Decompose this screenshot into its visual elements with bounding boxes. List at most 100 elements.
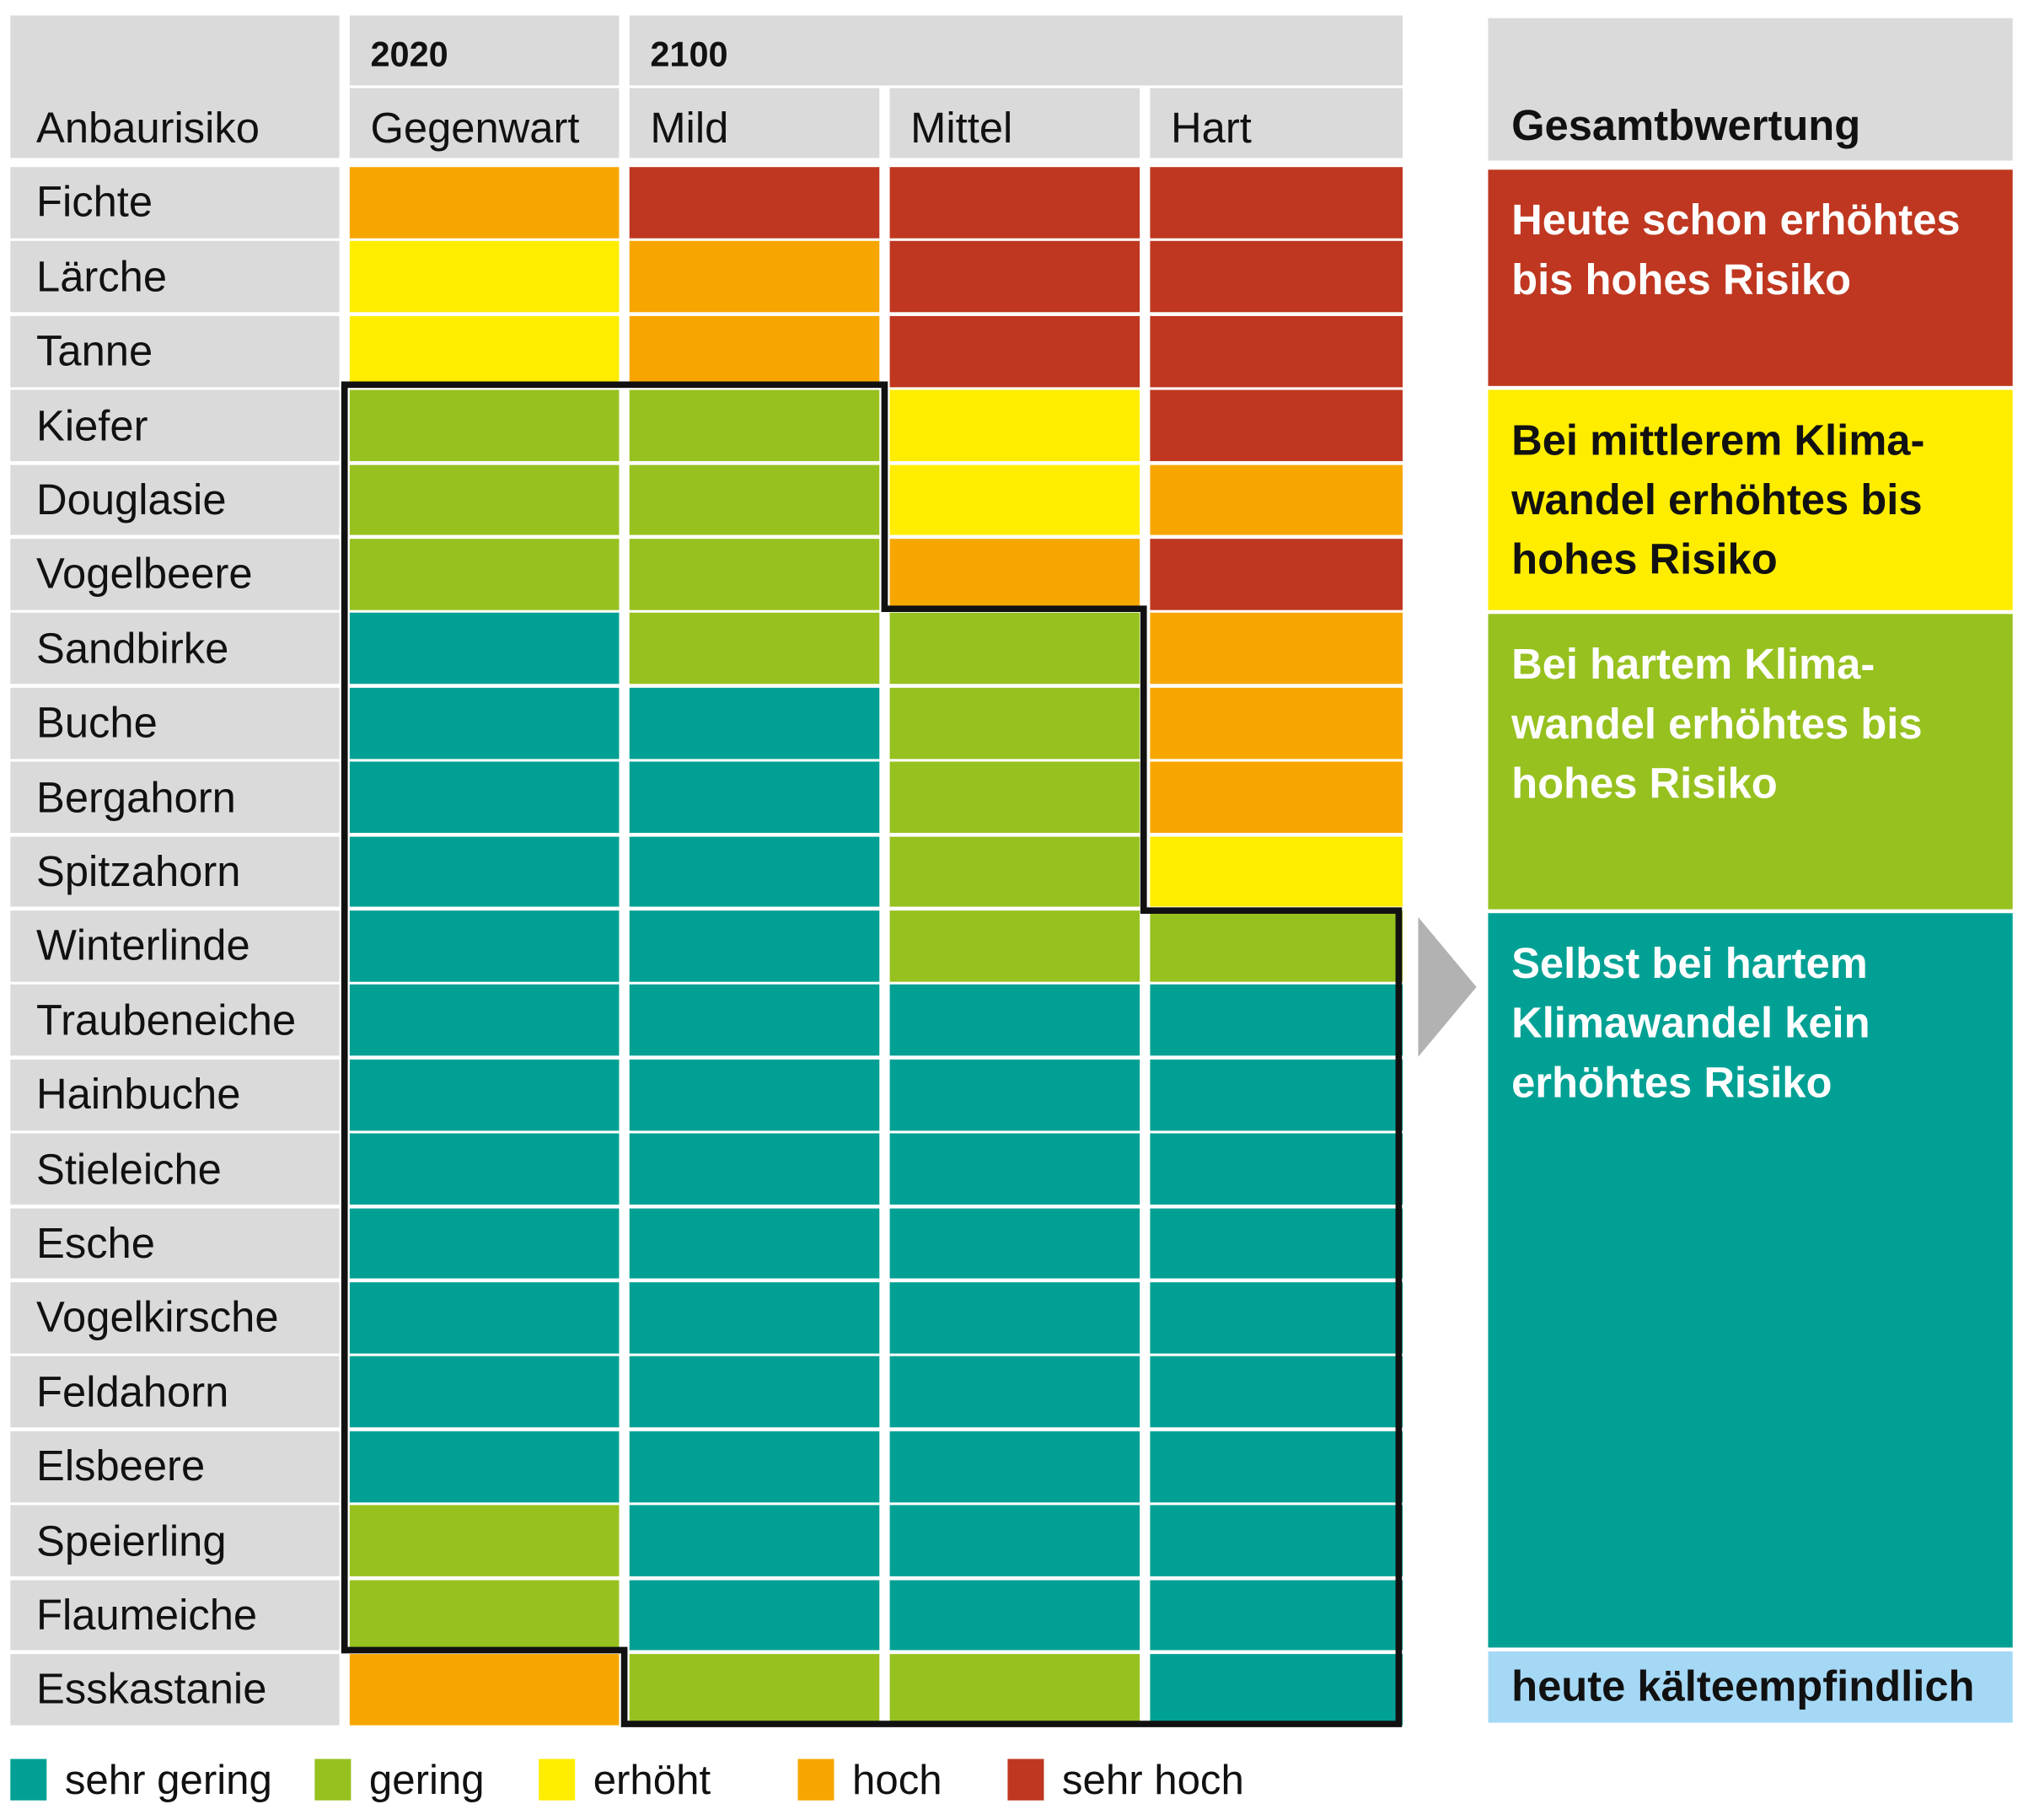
heatmap-cell [629, 1431, 880, 1502]
heatmap-cell [1150, 1505, 1403, 1577]
heatmap-cell [629, 1282, 880, 1354]
heatmap-cell [1150, 167, 1403, 239]
row-label: Spitzahorn [10, 835, 340, 908]
heatmap-cell [1150, 464, 1403, 536]
heatmap-cell [349, 1579, 620, 1651]
heatmap-cell [1150, 315, 1403, 387]
row-label: Esskastanie [10, 1654, 340, 1726]
heatmap-cell [889, 539, 1140, 610]
assessment-group: Bei mittlerem Klima-wandel erhöhtes bis … [1488, 389, 2013, 610]
row-label: Esche [10, 1207, 340, 1280]
row-label: Traubeneiche [10, 985, 340, 1056]
heatmap-cell [349, 835, 620, 908]
heatmap-cell [1150, 389, 1403, 462]
heatmap-cell [1150, 1059, 1403, 1130]
assessment-group: heute kälteempfindlich [1488, 1651, 2013, 1723]
heatmap-cell [349, 315, 620, 387]
heatmap-cell [889, 687, 1140, 759]
row-label: Sandbirke [10, 613, 340, 685]
heatmap-cell [349, 985, 620, 1056]
arrow-icon [1418, 916, 1477, 1057]
heatmap-cell [889, 241, 1140, 313]
heatmap-cell [629, 835, 880, 908]
legend-label: erhöht [593, 1756, 711, 1803]
row-label: Fichte [10, 167, 340, 239]
heatmap-cell [349, 1356, 620, 1428]
column-header-hart: Hart [1150, 88, 1403, 158]
heatmap-cell [629, 241, 880, 313]
heatmap-cell [629, 1059, 880, 1130]
heatmap-cell [1150, 1654, 1403, 1726]
corner-label: Anbaurisiko [10, 15, 340, 158]
heatmap-cell [1150, 687, 1403, 759]
heatmap-cell [1150, 910, 1403, 982]
heatmap-cell [349, 1133, 620, 1205]
heatmap-cell [1150, 1356, 1403, 1428]
legend-label: sehr gering [64, 1756, 272, 1803]
heatmap-cell [629, 1505, 880, 1577]
heatmap-cell [349, 1207, 620, 1280]
row-label: Speierling [10, 1505, 340, 1577]
heatmap-cell [629, 539, 880, 610]
heatmap-cell [889, 613, 1140, 685]
heatmap-cell [889, 1133, 1140, 1205]
row-label: Kiefer [10, 389, 340, 462]
row-label: Vogelbeere [10, 539, 340, 610]
row-label: Stieleiche [10, 1133, 340, 1205]
heatmap-cell [629, 910, 880, 982]
assessment-group: Heute schon erhöhtes bis hohes Risiko [1488, 169, 2013, 386]
heatmap-cell [629, 1356, 880, 1428]
row-label: Douglasie [10, 464, 340, 536]
heatmap-cell [349, 1654, 620, 1726]
heatmap-cell [1150, 241, 1403, 313]
row-label: Vogelkirsche [10, 1282, 340, 1354]
heatmap-cell [889, 761, 1140, 834]
heatmap-cell [349, 464, 620, 536]
heatmap-cell [1150, 985, 1403, 1056]
heatmap-cell [629, 1579, 880, 1651]
legend-label: sehr hoch [1061, 1756, 1244, 1803]
heatmap-cell [629, 1133, 880, 1205]
heatmap-cell [889, 985, 1140, 1056]
heatmap-cell [629, 1207, 880, 1280]
heatmap-cell [1150, 1207, 1403, 1280]
heatmap-cell [1150, 835, 1403, 908]
column-header-gegenwart: Gegenwart [349, 88, 620, 158]
heatmap-cell [889, 315, 1140, 387]
group-header-2100: 2100 [629, 15, 1403, 86]
column-header-mild: Mild [629, 88, 880, 158]
legend-label: gering [368, 1756, 485, 1803]
heatmap-cell [889, 1579, 1140, 1651]
heatmap-cell [889, 389, 1140, 462]
heatmap-cell [629, 167, 880, 239]
heatmap-cell [889, 835, 1140, 908]
row-label: Buche [10, 687, 340, 759]
heatmap-cell [349, 761, 620, 834]
heatmap-cell [889, 1356, 1140, 1428]
row-label: Bergahorn [10, 761, 340, 834]
assessment-title: Gesamtbwertung [1488, 18, 2013, 161]
legend-swatch [797, 1758, 834, 1801]
heatmap-cell [889, 1505, 1140, 1577]
heatmap-cell [349, 389, 620, 462]
heatmap-cell [1150, 539, 1403, 610]
heatmap-cell [889, 1654, 1140, 1726]
heatmap-cell [889, 1431, 1140, 1502]
heatmap-cell [349, 1431, 620, 1502]
heatmap-cell [889, 1059, 1140, 1130]
row-label: Tanne [10, 315, 340, 387]
heatmap-cell [1150, 1282, 1403, 1354]
legend-swatch [314, 1758, 351, 1801]
assessment-group: Bei hartem Klima-wandel erhöhtes bis hoh… [1488, 614, 2013, 910]
heatmap-cell [629, 985, 880, 1056]
row-label: Winterlinde [10, 910, 340, 982]
heatmap-cell [349, 539, 620, 610]
row-label: Elsbeere [10, 1431, 340, 1502]
heatmap-cell [349, 1282, 620, 1354]
row-label: Feldahorn [10, 1356, 340, 1428]
heatmap-cell [629, 761, 880, 834]
heatmap-cell [629, 1654, 880, 1726]
heatmap-cell [1150, 1133, 1403, 1205]
row-label: Flaumeiche [10, 1579, 340, 1651]
